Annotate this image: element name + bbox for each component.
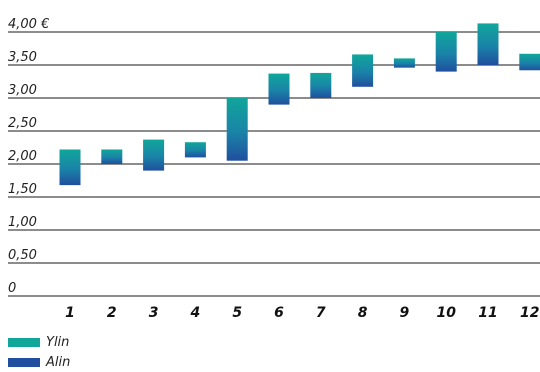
legend: Ylin Alin [8,332,70,372]
range-bar-11 [478,23,499,65]
range-bar-10 [436,32,457,72]
x-tick-label: 11 [478,305,497,321]
range-bar-3 [143,140,164,171]
x-tick-label: 8 [358,305,368,321]
x-tick-label: 9 [400,305,410,321]
range-bar-4 [185,142,206,157]
range-bar-8 [352,54,373,86]
range-bar-5 [227,98,248,161]
y-tick-label: 3,50 [8,50,37,65]
legend-swatch-high [8,338,40,347]
x-tick-label: 4 [190,305,201,321]
x-tick-label: 5 [232,305,242,321]
y-tick-label: 3,00 [8,83,37,98]
range-bar-2 [101,149,122,164]
x-tick-label: 3 [149,305,159,321]
range-bar-6 [269,74,290,105]
legend-item-low: Alin [8,352,70,372]
x-tick-label: 1 [65,305,75,321]
range-bar-12 [519,54,540,71]
x-tick-label: 6 [274,305,284,321]
y-tick-label: 0,50 [8,248,37,263]
legend-item-high: Ylin [8,332,70,352]
gridlines [8,32,540,296]
legend-swatch-low [8,358,40,367]
range-bar-9 [394,58,415,67]
y-tick-label: 1,00 [8,215,37,230]
x-tick-label: 10 [436,305,456,321]
y-tick-label: 2,50 [8,116,37,131]
y-tick-label: 2,00 [8,149,37,164]
range-bar-1 [60,149,81,185]
bars [60,23,540,185]
y-tick-label: 1,50 [8,182,37,197]
legend-label-low: Alin [46,355,70,370]
x-tick-label: 12 [520,305,539,321]
y-tick-label: 4,00 € [8,17,49,32]
range-bar-7 [310,73,331,98]
x-tick-label: 2 [107,305,117,321]
legend-label-high: Ylin [46,335,69,350]
x-tick-label: 7 [316,305,326,321]
y-axis-tick-labels: 0 0,50 1,00 1,50 2,00 2,50 3,00 3,50 4,00 € [8,17,49,296]
y-tick-label: 0 [8,281,16,296]
